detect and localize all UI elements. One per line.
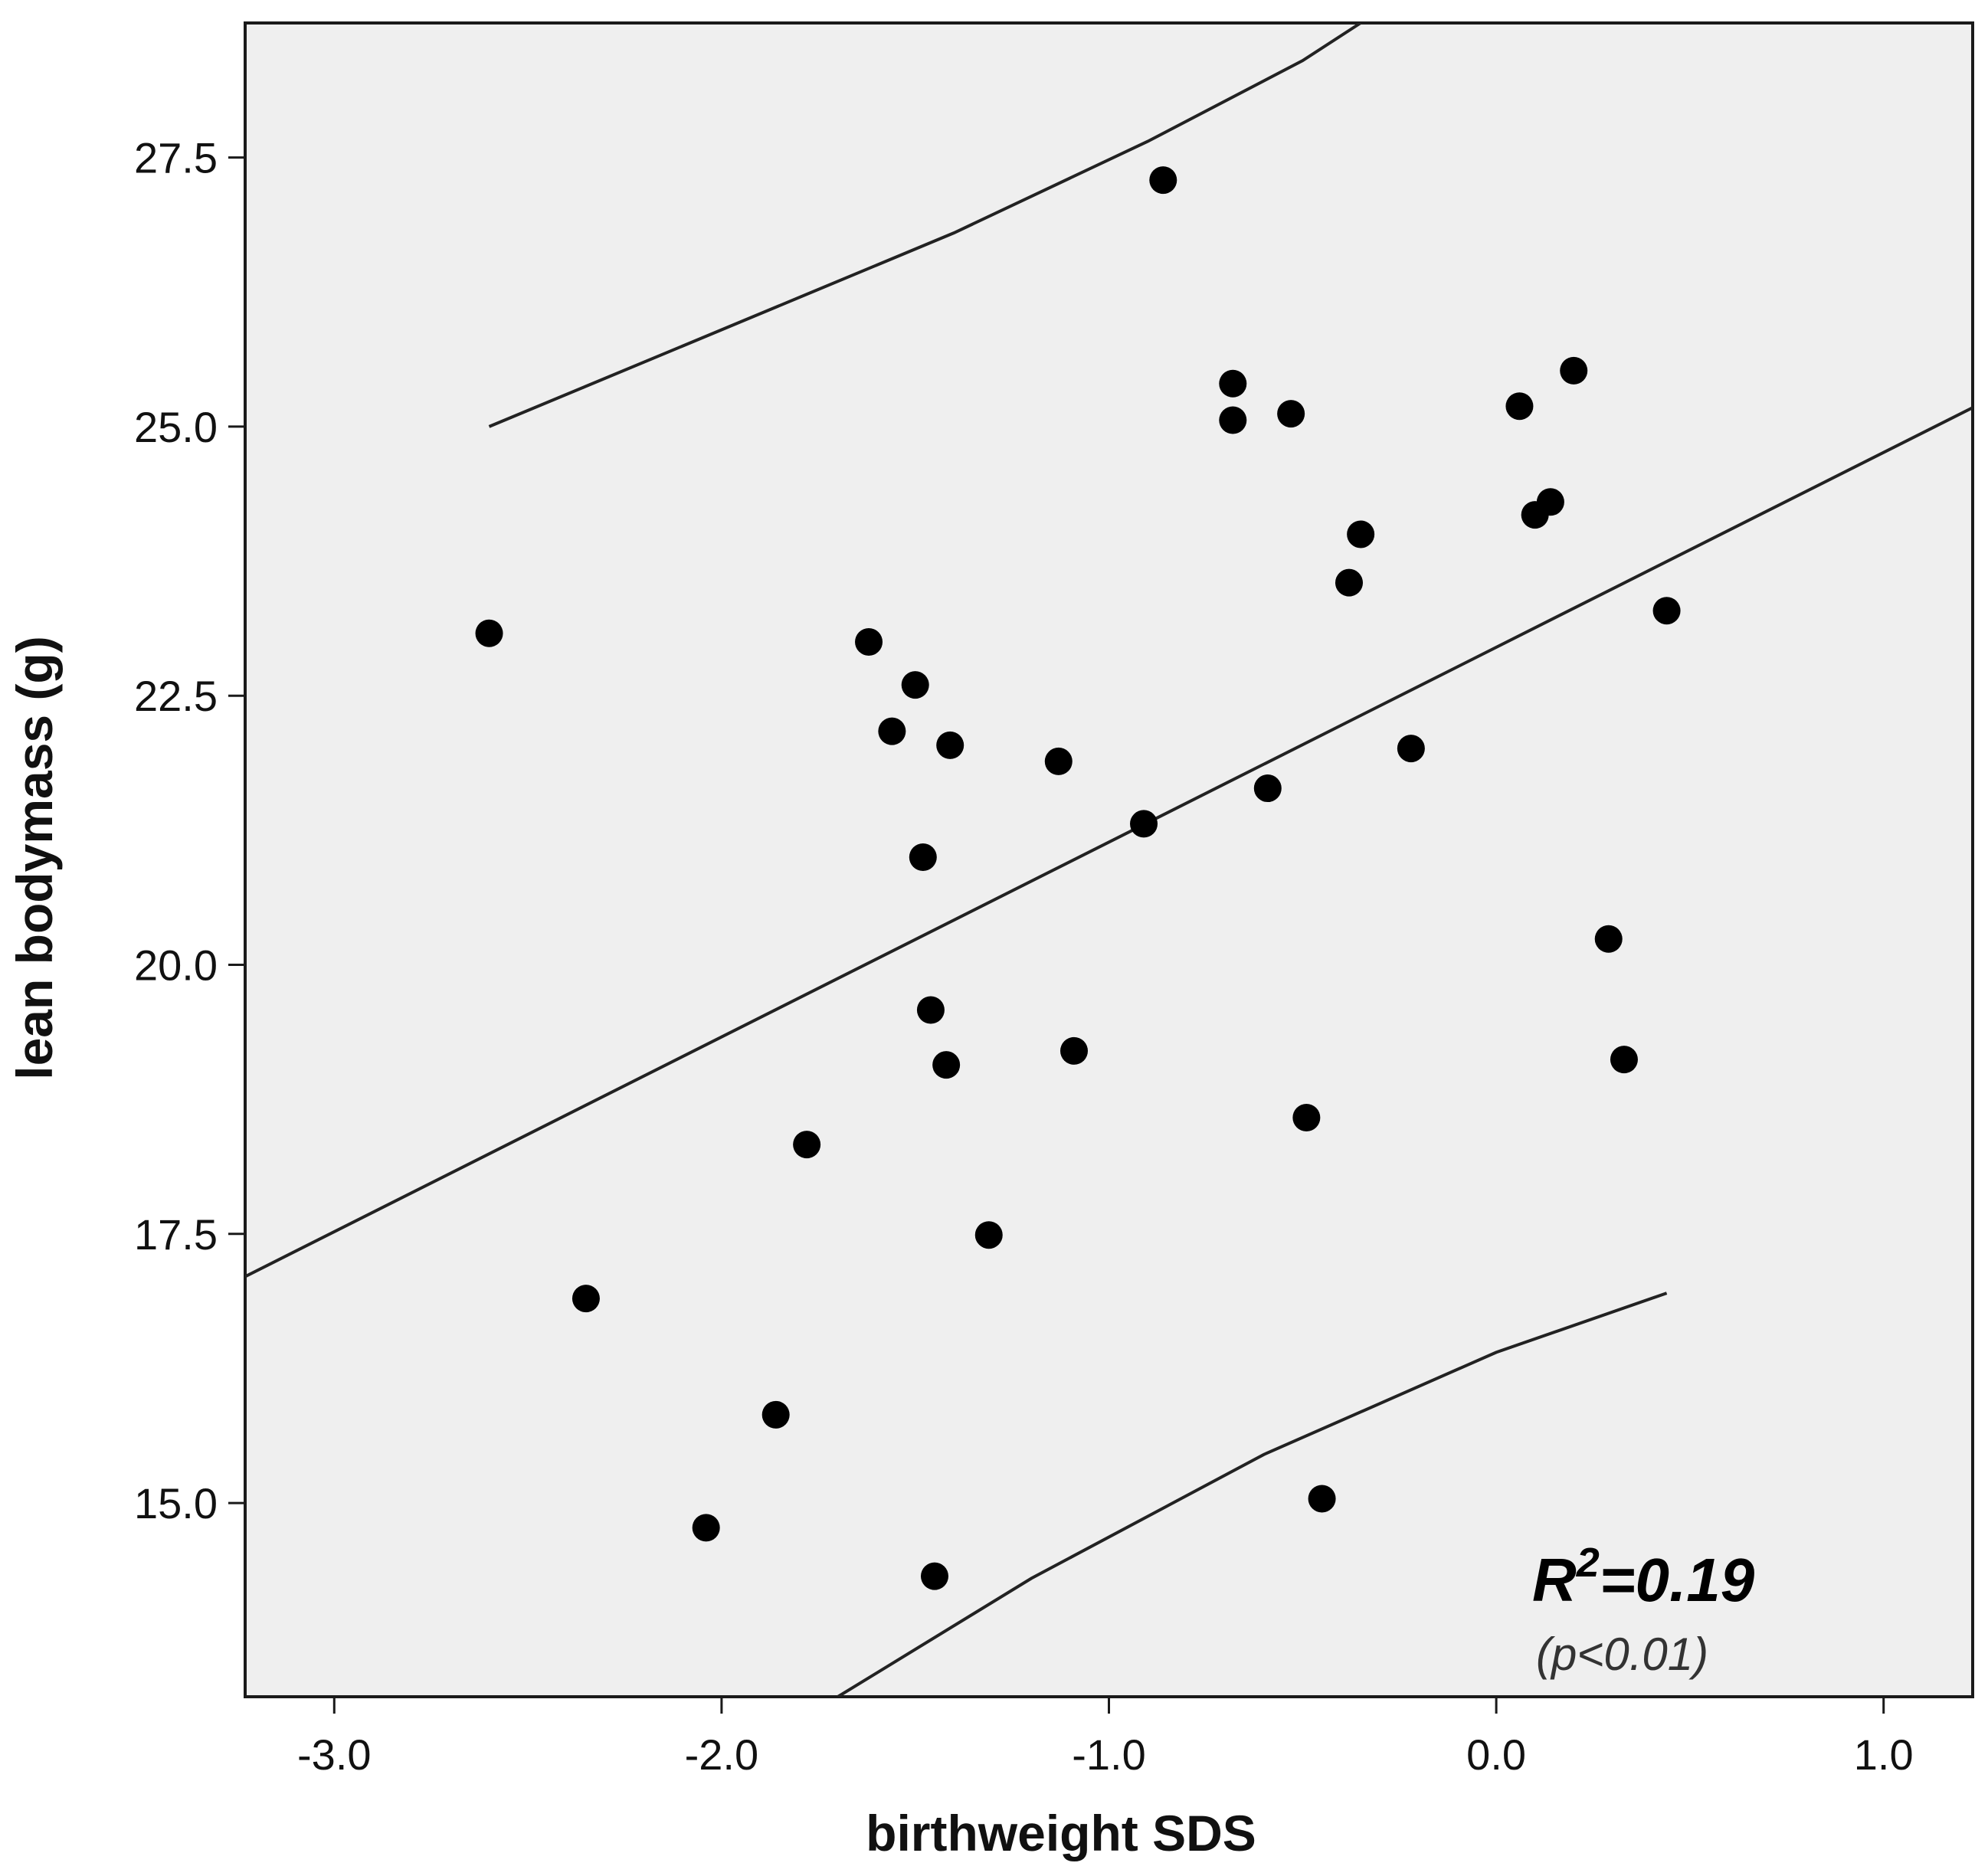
data-point (855, 627, 883, 656)
data-point (916, 996, 945, 1024)
data-point (1219, 369, 1247, 398)
lower-prediction-curve (837, 1292, 1668, 1697)
x-tick-label: -1.0 (1072, 1730, 1146, 1779)
data-point (1347, 520, 1375, 548)
data-point (761, 1400, 790, 1429)
data-point (1335, 568, 1363, 597)
r-squared-annotation: R2=0.19 (1532, 1540, 1755, 1614)
plot-area (244, 21, 1974, 1698)
x-axis-title: birthweight SDS (866, 1805, 1256, 1861)
y-axis-title: lean bodymass (g) (6, 636, 63, 1079)
data-point (475, 619, 503, 647)
r-squared-base: R (1532, 1546, 1577, 1614)
x-tick-label: -3.0 (297, 1730, 372, 1779)
data-point (932, 1051, 961, 1079)
data-point (920, 1562, 948, 1590)
points-layer (475, 166, 1681, 1590)
x-tick-label: 1.0 (1854, 1730, 1914, 1779)
y-tick-label: 20.0 (134, 941, 218, 990)
data-point (974, 1221, 1003, 1249)
data-point (1560, 356, 1588, 385)
data-point (1652, 597, 1681, 625)
data-point (1594, 925, 1623, 953)
curves-layer (245, 23, 1973, 1697)
data-point (878, 717, 906, 745)
r-squared-value: =0.19 (1600, 1546, 1755, 1614)
data-point (1397, 735, 1425, 763)
data-point (1219, 406, 1247, 434)
data-point (909, 843, 937, 871)
upper-prediction-curve (488, 23, 1362, 428)
y-tick-label: 15.0 (134, 1479, 218, 1527)
data-point (1308, 1485, 1336, 1513)
y-tick-label: 25.0 (134, 403, 218, 451)
data-point (1292, 1104, 1321, 1132)
regression-line (245, 406, 1973, 1278)
y-tick-label: 22.5 (134, 672, 218, 720)
data-point (1044, 747, 1073, 775)
data-point (1505, 392, 1534, 421)
x-tick-label: -2.0 (685, 1730, 759, 1779)
data-point (1060, 1036, 1088, 1065)
data-point (572, 1285, 600, 1313)
data-point (1130, 810, 1158, 838)
x-axis: -3.0 -2.0 -1.0 0.0 1.0 (297, 1697, 1914, 1779)
y-tick-label: 27.5 (134, 134, 218, 182)
data-point (1277, 400, 1305, 428)
data-point (936, 731, 965, 759)
y-axis: 15.0 17.5 20.0 22.5 25.0 27.5 (134, 134, 245, 1527)
y-tick-label: 17.5 (134, 1210, 218, 1259)
data-point (1253, 774, 1282, 803)
data-point (1610, 1046, 1638, 1074)
data-point (1149, 166, 1177, 195)
data-point (1536, 488, 1564, 516)
r-squared-superscript: 2 (1576, 1540, 1600, 1586)
data-point (793, 1131, 821, 1159)
x-tick-label: 0.0 (1466, 1730, 1526, 1779)
data-point (901, 671, 929, 699)
p-value-annotation: (p<0.01) (1536, 1629, 1708, 1680)
data-point (692, 1514, 720, 1542)
